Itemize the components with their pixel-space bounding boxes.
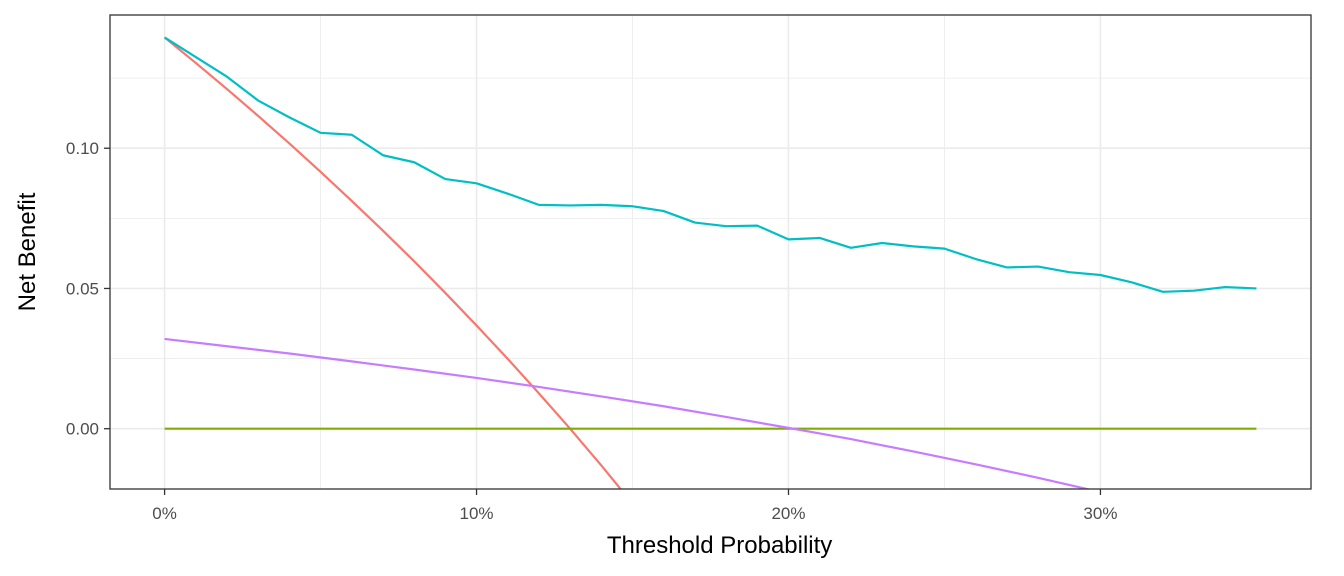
series-line-4: [164, 337, 1092, 489]
y-axis-title: Net Benefit: [14, 192, 41, 311]
y-axis: 0.00 0.05 0.10: [66, 139, 110, 439]
y-tick-label: 0.00: [66, 420, 99, 439]
series-layer: [163, 36, 1257, 489]
x-tick-label: 10%: [460, 504, 494, 523]
y-tick-label: 0.05: [66, 279, 99, 298]
panel-border: [109, 14, 1312, 490]
minor-gridlines: [110, 15, 1311, 489]
series-line-1: [163, 36, 623, 489]
x-tick-label: 0%: [152, 504, 177, 523]
series-line-3: [164, 36, 1257, 293]
y-tick-label: 0.10: [66, 139, 99, 158]
x-tick-label: 20%: [771, 504, 805, 523]
x-tick-label: 30%: [1083, 504, 1117, 523]
x-axis: 0% 10% 20% 30%: [152, 489, 1117, 523]
x-axis-title: Threshold Probability: [607, 532, 832, 559]
panel-background: [110, 15, 1311, 489]
